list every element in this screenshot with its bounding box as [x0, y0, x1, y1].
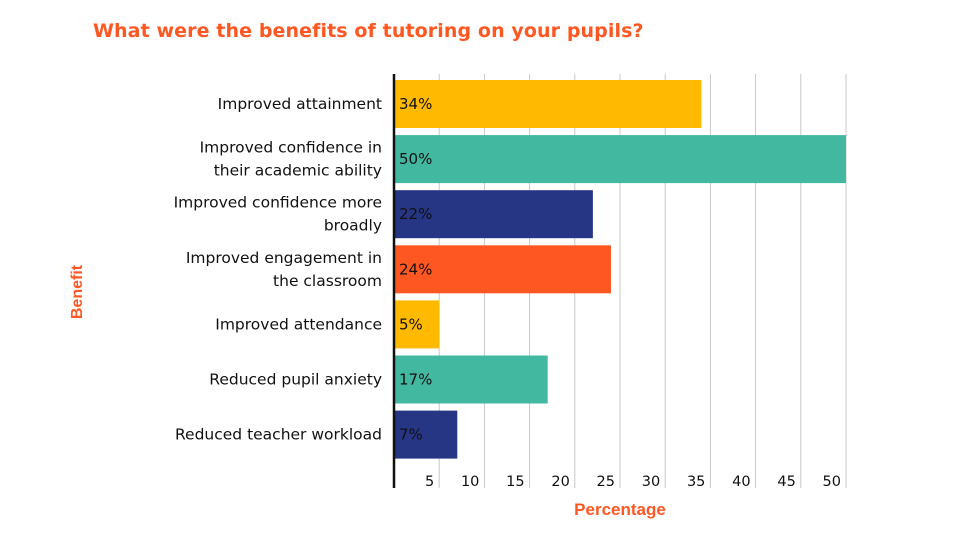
bar-4 — [394, 300, 440, 349]
x-tick-label-40: 40 — [732, 474, 750, 490]
bar-3 — [394, 245, 611, 294]
category-label-4-0: Improved attendance — [215, 315, 382, 333]
chart-title: What were the benefits of tutoring on yo… — [93, 20, 644, 42]
category-label-3-1: the classroom — [273, 272, 382, 290]
data-label-5: 17% — [399, 371, 432, 389]
data-label-0: 34% — [399, 95, 432, 113]
category-label-5-0: Reduced pupil anxiety — [209, 371, 382, 389]
bar-0 — [394, 80, 702, 128]
bar-2 — [394, 190, 593, 239]
x-tick-label-35: 35 — [687, 474, 705, 490]
category-label-2-1: broadly — [324, 217, 382, 235]
category-label-0-0: Improved attainment — [218, 95, 382, 113]
x-axis-label: Percentage — [574, 500, 666, 519]
bar-1 — [394, 135, 846, 184]
x-tick-label-15: 15 — [506, 474, 524, 490]
category-label-3-0: Improved engagement in — [186, 249, 382, 267]
x-tick-label-5: 5 — [425, 474, 434, 490]
category-label-1-0: Improved confidence in — [200, 139, 382, 157]
bar-6 — [394, 410, 458, 459]
x-tick-label-10: 10 — [461, 474, 479, 490]
data-label-1: 50% — [399, 150, 432, 168]
bar-5 — [394, 355, 548, 404]
x-tick-label-30: 30 — [642, 474, 660, 490]
category-label-2-0: Improved confidence more — [174, 194, 382, 212]
category-label-6-0: Reduced teacher workload — [175, 426, 382, 444]
data-label-2: 22% — [399, 205, 432, 223]
category-label-1-1: their academic ability — [214, 162, 382, 180]
x-tick-label-25: 25 — [597, 474, 615, 490]
data-label-4: 5% — [399, 315, 423, 333]
data-label-6: 7% — [399, 426, 423, 444]
x-tick-label-45: 45 — [777, 474, 795, 490]
x-tick-label-20: 20 — [551, 474, 569, 490]
x-tick-label-50: 50 — [823, 474, 841, 490]
data-label-3: 24% — [399, 260, 432, 278]
